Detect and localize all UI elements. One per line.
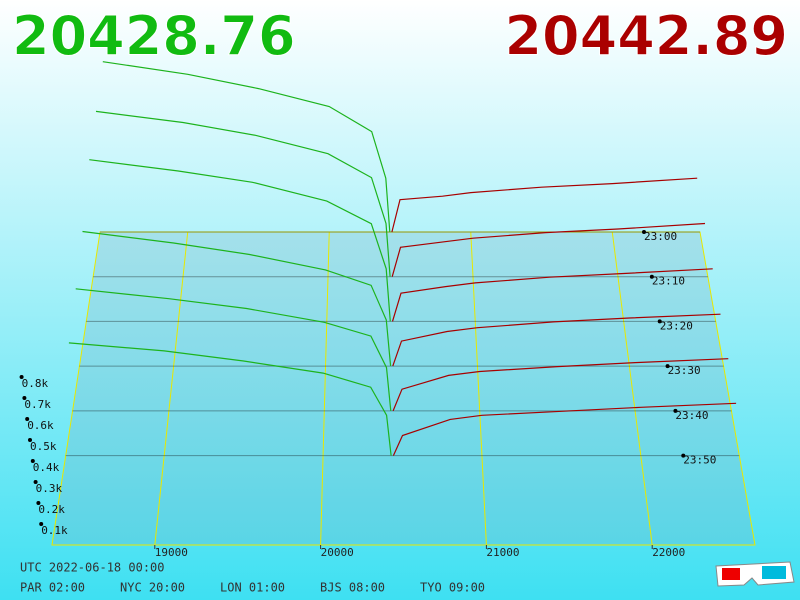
bid-price: 20428.76: [12, 5, 296, 68]
time-dot: [673, 408, 678, 413]
time-dot: [642, 230, 646, 234]
ask-price: 20442.89: [504, 5, 788, 68]
grid-line: [470, 231, 487, 546]
time-label: 23:30: [668, 364, 701, 377]
time-dot: [665, 364, 670, 369]
time-label: 23:50: [683, 454, 716, 467]
y-tick: [33, 480, 38, 484]
y-tick-label: 0.3k: [36, 482, 63, 495]
grid-line: [154, 231, 189, 546]
y-tick: [39, 522, 44, 526]
y-tick: [19, 375, 24, 379]
ask-depth-line: [392, 313, 721, 367]
ask-depth-line: [391, 268, 713, 322]
time-label: 23:00: [644, 230, 677, 243]
bid-depth-line: [68, 342, 392, 456]
zone-time: LON 01:00: [220, 581, 285, 595]
y-tick-label: 0.7k: [24, 398, 51, 411]
y-tick: [25, 417, 30, 421]
time-label: 23:40: [675, 409, 708, 422]
grid-line: [320, 231, 330, 546]
ask-depth-line: [391, 177, 698, 233]
bid-depth-line: [89, 159, 391, 322]
zone-time: TYO 09:00: [420, 581, 485, 595]
y-tick: [28, 438, 32, 442]
y-tick-label: 0.4k: [33, 461, 60, 474]
y-tick-label: 0.6k: [27, 419, 54, 432]
x-tick-label: 21000: [486, 546, 519, 559]
ask-depth-line: [392, 358, 729, 412]
time-dot: [657, 319, 662, 324]
marks: 19000 20000 21000 22000 23:00 23:10 23:20 23:30…: [19, 61, 740, 559]
zone-time: PAR 02:00: [20, 581, 85, 595]
ask-depth-line: [391, 222, 706, 277]
zone-time: NYC 20:00: [120, 581, 185, 595]
bid-depth-line: [95, 110, 391, 277]
ask-depth-line: [392, 402, 737, 456]
x-tick-label: 22000: [652, 546, 685, 559]
y-tick-label: 0.8k: [22, 377, 49, 390]
time-dot: [681, 453, 686, 458]
y-tick-label: 0.2k: [38, 503, 65, 516]
time-label: 23:10: [652, 275, 685, 288]
red-lens: [722, 568, 740, 580]
bid-depth-line: [75, 288, 392, 411]
y-tick: [36, 501, 41, 505]
cyan-lens: [762, 566, 786, 579]
y-tick: [22, 396, 27, 400]
zone-time: BJS 08:00: [320, 581, 385, 595]
grid-line: [611, 231, 653, 546]
x-tick-label: 20000: [321, 546, 354, 559]
time-dot: [649, 274, 654, 279]
3d-glasses-button[interactable]: [715, 561, 795, 587]
y-tick-label: 0.5k: [30, 440, 57, 453]
utc-time: UTC 2022-06-18 00:00: [20, 561, 165, 575]
bid-depth-line: [82, 230, 392, 367]
y-tick-label: 0.1k: [41, 524, 68, 537]
bid-depth-line: [102, 61, 391, 233]
x-tick-label: 19000: [155, 546, 188, 559]
y-tick: [30, 459, 35, 463]
time-label: 23:20: [660, 319, 693, 332]
